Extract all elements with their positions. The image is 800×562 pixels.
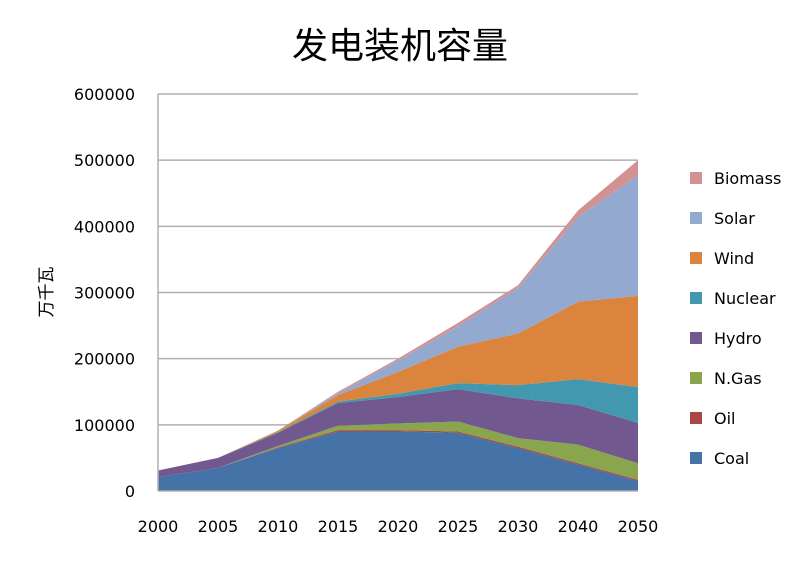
- legend-label: Solar: [714, 209, 755, 228]
- legend-swatch: [690, 412, 702, 424]
- legend-label: Hydro: [714, 329, 762, 348]
- legend-label: Wind: [714, 249, 754, 268]
- legend-swatch: [690, 332, 702, 344]
- area-ngas: [158, 421, 638, 480]
- area-coal: [158, 431, 638, 491]
- y-tick-label: 300000: [74, 284, 135, 303]
- y-tick-label: 100000: [74, 416, 135, 435]
- legend-item: Coal: [690, 449, 749, 468]
- x-tick-label: 2020: [378, 517, 419, 536]
- legend-swatch: [690, 452, 702, 464]
- legend-label: N.Gas: [714, 369, 762, 388]
- legend-label: Biomass: [714, 169, 781, 188]
- legend-item: Solar: [690, 209, 755, 228]
- legend: Biomass Solar Wind Nuclear Hydro N.Gas Oil Coal: [690, 169, 781, 468]
- legend-item: Nuclear: [690, 289, 776, 308]
- y-tick-label: 600000: [74, 85, 135, 104]
- area-wind: [158, 295, 638, 471]
- y-tick-label: 0: [125, 482, 135, 501]
- y-tick-label: 200000: [74, 350, 135, 369]
- legend-label: Nuclear: [714, 289, 776, 308]
- legend-item: Hydro: [690, 329, 762, 348]
- x-tick-label: 2000: [138, 517, 179, 536]
- legend-item: Wind: [690, 249, 754, 268]
- area-nuclear: [158, 379, 638, 471]
- legend-swatch: [690, 252, 702, 264]
- chart-title: 发电装机容量: [292, 26, 508, 67]
- y-tick-label: 400000: [74, 217, 135, 236]
- legend-item: Oil: [690, 409, 735, 428]
- x-tick-label: 2030: [498, 517, 539, 536]
- legend-swatch: [690, 372, 702, 384]
- y-tick-label: 500000: [74, 151, 135, 170]
- legend-item: Biomass: [690, 169, 781, 188]
- axes: 0 100000 200000 300000 400000 500000 600000 200…: [74, 85, 658, 536]
- legend-label: Oil: [714, 409, 735, 428]
- legend-swatch: [690, 212, 702, 224]
- x-tick-label: 2050: [618, 517, 659, 536]
- legend-label: Coal: [714, 449, 749, 468]
- x-tick-label: 2015: [318, 517, 359, 536]
- legend-swatch: [690, 172, 702, 184]
- legend-item: N.Gas: [690, 369, 762, 388]
- x-tick-label: 2005: [198, 517, 239, 536]
- x-tick-label: 2040: [558, 517, 599, 536]
- area-oil: [158, 430, 638, 482]
- legend-swatch: [690, 292, 702, 304]
- areas: [158, 160, 638, 491]
- y-axis-label: 万千瓦: [37, 267, 57, 318]
- area-hydro: [158, 389, 638, 478]
- x-tick-label: 2010: [258, 517, 299, 536]
- x-tick-label: 2025: [438, 517, 479, 536]
